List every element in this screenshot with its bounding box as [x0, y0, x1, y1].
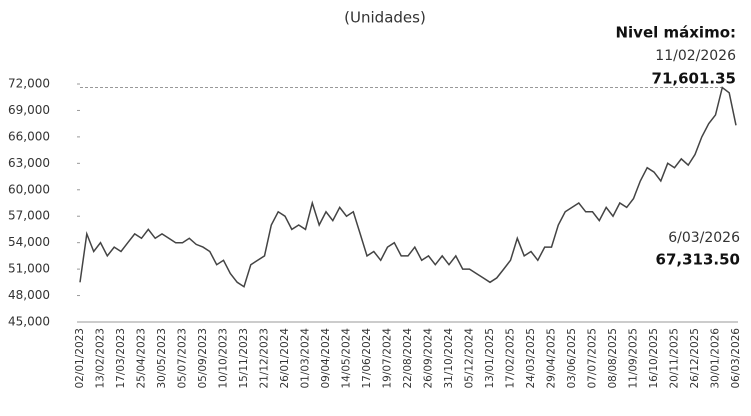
- x-tick-label: 13/02/2023: [95, 328, 107, 389]
- x-tick-label: 31/10/2024: [443, 328, 455, 389]
- x-tick-label: 13/01/2025: [484, 328, 496, 389]
- y-tick-label: 69,000: [8, 103, 50, 117]
- x-tick-label: 05/09/2023: [197, 328, 209, 389]
- x-tick-label: 30/05/2023: [156, 328, 168, 389]
- y-tick-label: 51,000: [8, 262, 50, 276]
- x-tick-label: 14/05/2024: [341, 328, 353, 389]
- y-tick-label: 60,000: [8, 182, 50, 196]
- x-tick-label: 26/01/2024: [279, 328, 291, 389]
- y-tick-label: 57,000: [8, 209, 50, 223]
- x-tick-label: 20/11/2025: [669, 328, 681, 389]
- x-tick-label: 03/06/2025: [566, 328, 578, 389]
- x-tick-label: 02/01/2023: [74, 328, 86, 389]
- x-tick-label: 11/09/2025: [628, 328, 640, 389]
- y-tick-label: 45,000: [8, 315, 50, 329]
- y-tick-label: 54,000: [8, 235, 50, 249]
- y-tick-label: 48,000: [8, 288, 50, 302]
- x-tick-label: 17/06/2024: [361, 328, 373, 389]
- x-tick-label: 29/04/2025: [546, 328, 558, 389]
- x-tick-label: 17/03/2023: [115, 328, 127, 389]
- x-tick-label: 26/12/2025: [689, 328, 701, 389]
- x-tick-label: 16/10/2025: [648, 328, 660, 389]
- x-tick-label: 09/04/2024: [320, 328, 332, 389]
- x-tick-label: 10/10/2023: [218, 328, 230, 389]
- x-tick-label: 21/12/2023: [259, 328, 271, 389]
- y-tick-label: 72,000: [8, 77, 50, 91]
- last-date: 6/03/2026: [668, 230, 740, 246]
- x-tick-label: 26/09/2024: [423, 328, 435, 389]
- x-tick-label: 19/07/2024: [382, 328, 394, 389]
- chart-title: (Unidades): [344, 9, 426, 27]
- x-tick-label: 24/03/2025: [525, 328, 537, 389]
- x-tick-label: 25/04/2023: [136, 328, 148, 389]
- x-tick-label: 07/07/2025: [587, 328, 599, 389]
- x-tick-label: 01/03/2024: [300, 328, 312, 389]
- x-tick-label: 06/03/2026: [730, 328, 742, 389]
- max-label: Nivel máximo:: [615, 24, 736, 42]
- x-tick-label: 30/01/2026: [710, 328, 722, 389]
- max-date: 11/02/2026: [655, 48, 736, 64]
- y-tick-label: 66,000: [8, 129, 50, 143]
- x-tick-label: 22/08/2024: [402, 328, 414, 389]
- x-tick-label: 08/08/2025: [607, 328, 619, 389]
- line: [79, 86, 737, 288]
- last-value: 67,313.50: [656, 251, 740, 269]
- x-tick-label: 05/07/2023: [177, 328, 189, 389]
- y-tick-label: 63,000: [8, 156, 50, 170]
- max-value: 71,601.35: [652, 70, 736, 88]
- x-tick-label: 17/02/2025: [505, 328, 517, 389]
- x-tick-label: 05/12/2024: [464, 328, 476, 389]
- x-tick-label: 15/11/2023: [238, 328, 250, 389]
